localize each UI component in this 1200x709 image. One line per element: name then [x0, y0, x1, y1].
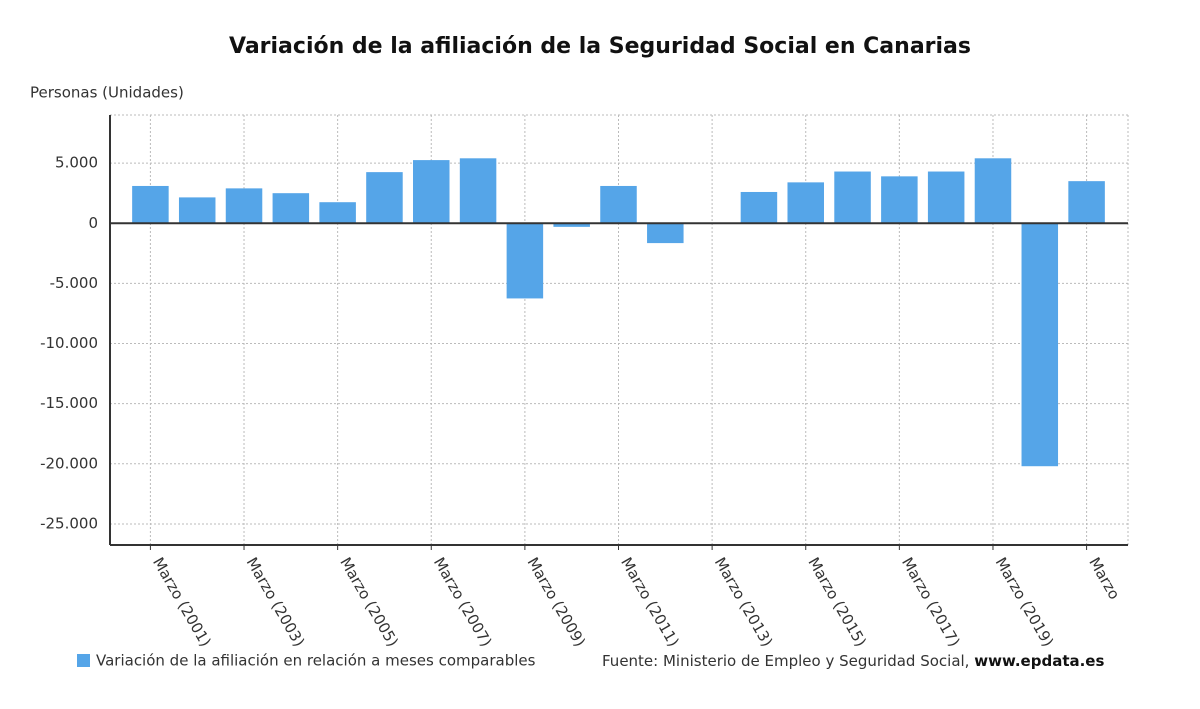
- x-tick-label: Marzo (2003): [243, 554, 309, 650]
- source-link: www.epdata.es: [974, 652, 1104, 670]
- bar: [366, 172, 403, 224]
- bar: [459, 158, 497, 224]
- y-tick-label: -20.000: [40, 454, 98, 472]
- x-tick-label: Marzo (2001): [149, 554, 215, 650]
- x-tick-label: Marzo (2013): [711, 554, 777, 650]
- bar: [132, 185, 169, 224]
- bar: [272, 193, 310, 224]
- bar: [787, 182, 824, 224]
- y-axis-label: Personas (Unidades): [30, 84, 184, 102]
- bar: [974, 158, 1012, 224]
- x-tick-label: Marzo (2019): [992, 554, 1058, 650]
- bar: [225, 188, 263, 224]
- y-tick-label: -5.000: [50, 274, 98, 292]
- x-tick-label: Marzo (2009): [524, 554, 590, 650]
- x-tick-label: Marzo (2017): [898, 554, 964, 650]
- bar: [413, 160, 450, 224]
- bar: [1068, 181, 1105, 224]
- bar: [600, 185, 637, 224]
- bar: [178, 197, 216, 224]
- x-tick-label: Marzo (2015): [804, 554, 870, 650]
- bar: [927, 171, 965, 224]
- legend-swatch: [77, 654, 90, 667]
- y-tick-label: -25.000: [40, 514, 98, 532]
- bar: [506, 223, 544, 299]
- chart-title: Variación de la afiliación de la Segurid…: [229, 34, 971, 59]
- y-tick-label: -10.000: [40, 334, 98, 352]
- x-tick-label: Marzo (2007): [430, 554, 496, 650]
- x-tick-label: Marzo (2005): [336, 554, 402, 650]
- legend-label: Variación de la afiliación en relación a…: [96, 652, 536, 670]
- bar: [647, 223, 684, 244]
- bar: [881, 176, 918, 224]
- y-tick-label: 5.000: [55, 154, 98, 172]
- x-tick-label: Marzo: [1085, 554, 1123, 602]
- bar: [1021, 223, 1059, 467]
- source-text: Fuente: Ministerio de Empleo y Seguridad…: [602, 652, 969, 670]
- bar: [834, 171, 871, 224]
- bar: [553, 223, 590, 227]
- y-tick-label: -15.000: [40, 394, 98, 412]
- source: Fuente: Ministerio de Empleo y Seguridad…: [602, 652, 1104, 670]
- bar: [740, 191, 778, 224]
- bar: [319, 202, 356, 224]
- x-tick-label: Marzo (2011): [617, 554, 683, 650]
- y-tick-label: 0: [88, 214, 98, 232]
